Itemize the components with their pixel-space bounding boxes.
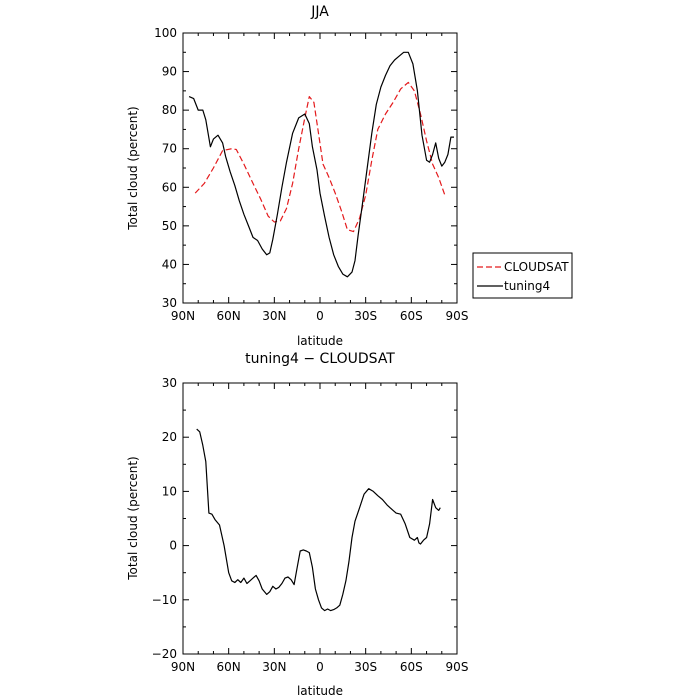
top-x-tick-label: 30N [262, 309, 286, 323]
top-series-line-cloudsat [194, 81, 446, 233]
top-y-tick-label: 60 [162, 180, 177, 194]
top-x-tick-label: 0 [316, 309, 324, 323]
bottom-y-tick-label: −20 [152, 647, 177, 661]
legend: CLOUDSAT tuning4 [472, 252, 573, 299]
bottom-x-tick-label: 30N [262, 660, 286, 674]
bottom-y-tick-label: 10 [162, 484, 177, 498]
top-y-tick-label: 50 [162, 219, 177, 233]
top-x-tick-label: 90N [171, 309, 195, 323]
top-y-tick-label: 40 [162, 257, 177, 271]
bottom-x-axis-label: latitude [297, 684, 343, 698]
bottom-y-tick-label: 20 [162, 430, 177, 444]
bottom-x-tick-label: 90S [446, 660, 469, 674]
bottom-x-tick-label: 30S [354, 660, 377, 674]
top-plot-frame [182, 32, 458, 304]
top-axis-ticks: 90N 60N 30N 0 30S 60S 90S 30 40 50 60 70 80 90 100 [154, 26, 468, 323]
top-y-axis-label: Total cloud (percent) [126, 106, 140, 230]
bottom-y-tick-label: 30 [162, 376, 177, 390]
top-series-lines [188, 51, 454, 278]
top-series-line-tuning4 [188, 51, 454, 278]
top-panel: JJA 90N 60N 30N 0 30S 60S 90S 30 40 50 60 70 80 90 100… [126, 4, 468, 348]
top-x-tick-label: 60N [217, 309, 241, 323]
bottom-x-tick-label: 90N [171, 660, 195, 674]
top-y-tick-label: 80 [162, 103, 177, 117]
top-x-tick-label: 60S [400, 309, 423, 323]
top-chart-title: JJA [310, 4, 329, 20]
bottom-panel: tuning4 − CLOUDSAT 90N 60N 30N 0 30S 60S 90S −2… [126, 351, 468, 698]
top-y-tick-label: 100 [154, 26, 177, 40]
legend-label-cloudsat: CLOUDSAT [504, 260, 569, 274]
top-x-tick-label: 90S [446, 309, 469, 323]
legend-label-tuning4: tuning4 [504, 279, 550, 293]
bottom-plot-frame [182, 382, 458, 655]
bottom-chart-title: tuning4 − CLOUDSAT [245, 351, 395, 367]
top-y-tick-label: 90 [162, 65, 177, 79]
legend-box [472, 252, 573, 299]
bottom-y-tick-label: −10 [152, 593, 177, 607]
bottom-x-tick-label: 60S [400, 660, 423, 674]
top-x-axis-label: latitude [297, 334, 343, 348]
bottom-series-lines [196, 428, 441, 612]
bottom-y-axis-label: Total cloud (percent) [126, 456, 140, 580]
top-y-tick-label: 30 [162, 296, 177, 310]
bottom-x-tick-label: 60N [217, 660, 241, 674]
top-x-tick-label: 30S [354, 309, 377, 323]
bottom-y-tick-label: 0 [169, 539, 177, 553]
bottom-axis-ticks: 90N 60N 30N 0 30S 60S 90S −20 −10 0 10 20 30 [152, 376, 469, 674]
top-y-tick-label: 70 [162, 142, 177, 156]
bottom-x-tick-label: 0 [316, 660, 324, 674]
bottom-series-line-difference [196, 428, 441, 612]
